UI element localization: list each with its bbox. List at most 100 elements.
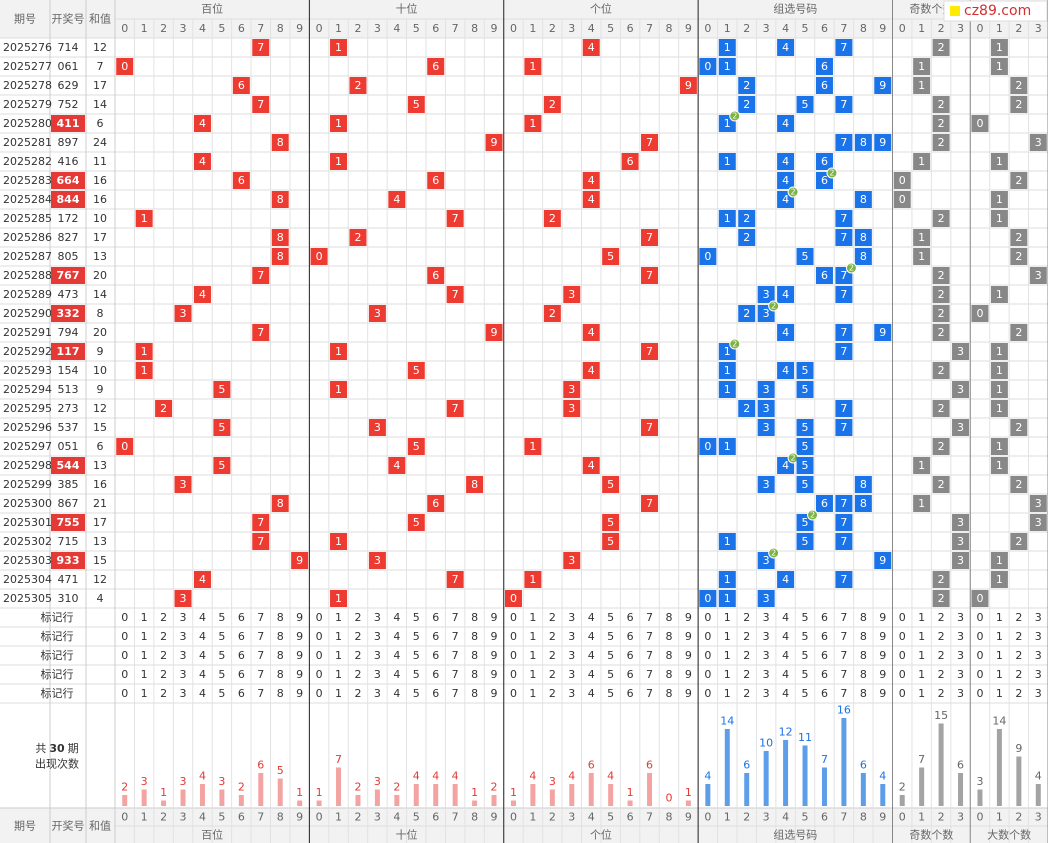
column-digit: 0 <box>121 22 128 35</box>
count-label: 4 <box>704 770 711 783</box>
marker-digit: 7 <box>840 687 847 700</box>
draw-number: 827 <box>58 231 79 244</box>
marker-digit: 3 <box>568 630 575 643</box>
marker-digit: 8 <box>860 649 867 662</box>
position-digit: 8 <box>277 250 284 263</box>
group-digit-bg <box>835 39 853 56</box>
position-digit-bg <box>252 533 270 550</box>
marker-digit: 5 <box>607 611 614 624</box>
stats-label: 共 30 期 <box>35 742 78 755</box>
position-digit-bg <box>388 457 406 474</box>
group-digit-bg <box>757 286 775 303</box>
period: 2025284 <box>3 193 52 206</box>
marker-digit: 8 <box>665 649 672 662</box>
period: 2025292 <box>3 345 52 358</box>
column-digit: 0 <box>976 811 983 824</box>
draw-number: 715 <box>58 535 79 548</box>
count-bar <box>491 795 497 806</box>
big-count-bg <box>1010 229 1028 246</box>
marker-digit: 3 <box>374 687 381 700</box>
marker-digit: 1 <box>141 630 148 643</box>
position-digit-bg <box>213 419 231 436</box>
column-digit: 2 <box>160 811 167 824</box>
count-bar <box>685 800 691 806</box>
marker-digit: 1 <box>529 630 536 643</box>
position-digit: 7 <box>452 212 459 225</box>
marker-digit: 1 <box>141 649 148 662</box>
group-digit: 5 <box>802 383 809 396</box>
position-digit-bg <box>524 438 542 455</box>
marker-digit: 9 <box>685 687 692 700</box>
group-digit: 1 <box>724 345 731 358</box>
sum-value: 12 <box>93 41 107 54</box>
marker-digit: 0 <box>704 668 711 681</box>
position-digit-bg <box>330 115 348 132</box>
column-digit: 2 <box>354 22 361 35</box>
column-digit: 7 <box>452 811 459 824</box>
count-label: 3 <box>374 775 381 788</box>
group-digit-bg <box>718 571 736 588</box>
column-digit: 7 <box>257 22 264 35</box>
count-bar <box>821 767 827 806</box>
position-digit: 1 <box>335 117 342 130</box>
position-digit-bg <box>563 286 581 303</box>
group-digit-bg <box>796 438 814 455</box>
column-digit: 6 <box>627 811 634 824</box>
group-digit-bg <box>699 438 717 455</box>
count-bar <box>180 789 186 806</box>
count-label: 7 <box>918 753 925 766</box>
position-digit-bg <box>504 590 522 607</box>
marker-digit: 1 <box>996 611 1003 624</box>
column-digit: 1 <box>724 811 731 824</box>
position-digit: 3 <box>568 288 575 301</box>
position-digit-bg <box>427 58 445 75</box>
position-digit: 1 <box>335 155 342 168</box>
column-digit: 3 <box>374 22 381 35</box>
position-digit-bg <box>368 552 386 569</box>
group-digit: 5 <box>802 459 809 472</box>
group-digit: 0 <box>704 250 711 263</box>
count-bar <box>608 784 614 806</box>
count-label: 4 <box>607 770 614 783</box>
group-digit: 7 <box>840 269 847 282</box>
count-bar <box>569 784 575 806</box>
position-digit-bg <box>407 96 425 113</box>
marker-digit: 1 <box>918 687 925 700</box>
marker-digit: 4 <box>782 630 789 643</box>
period: 2025304 <box>3 573 52 586</box>
odd-count: 3 <box>957 421 964 434</box>
marker-digit: 5 <box>607 687 614 700</box>
marker-digit: 1 <box>996 668 1003 681</box>
column-digit: 4 <box>588 22 595 35</box>
column-digit: 9 <box>491 811 498 824</box>
position-digit-bg <box>388 191 406 208</box>
count-label: 3 <box>549 775 556 788</box>
count-bar <box>1016 756 1022 806</box>
position-digit-bg <box>193 153 211 170</box>
count-label: 14 <box>720 715 734 728</box>
position-digit: 3 <box>374 554 381 567</box>
column-digit: 7 <box>646 811 653 824</box>
odd-count: 1 <box>918 497 925 510</box>
position-digit: 0 <box>510 592 517 605</box>
marker-digit: 7 <box>840 630 847 643</box>
group-digit-bg <box>718 381 736 398</box>
marker-digit: 9 <box>879 668 886 681</box>
draw-number: 117 <box>57 345 80 358</box>
big-count: 1 <box>996 60 1003 73</box>
column-digit: 8 <box>277 22 284 35</box>
marker-digit: 5 <box>218 630 225 643</box>
marker-digit: 4 <box>782 649 789 662</box>
column-digit: 6 <box>432 811 439 824</box>
position-digit-bg <box>271 495 289 512</box>
group-digit: 2 <box>743 231 750 244</box>
marker-digit: 1 <box>724 649 731 662</box>
group-digit-bg <box>738 77 756 94</box>
column-digit: 8 <box>471 811 478 824</box>
position-digit-bg <box>193 115 211 132</box>
draw-number: 273 <box>58 402 79 415</box>
group-digit-bg <box>874 324 892 341</box>
marker-digit: 3 <box>180 668 187 681</box>
position-digit: 3 <box>374 421 381 434</box>
column-digit: 6 <box>238 811 245 824</box>
